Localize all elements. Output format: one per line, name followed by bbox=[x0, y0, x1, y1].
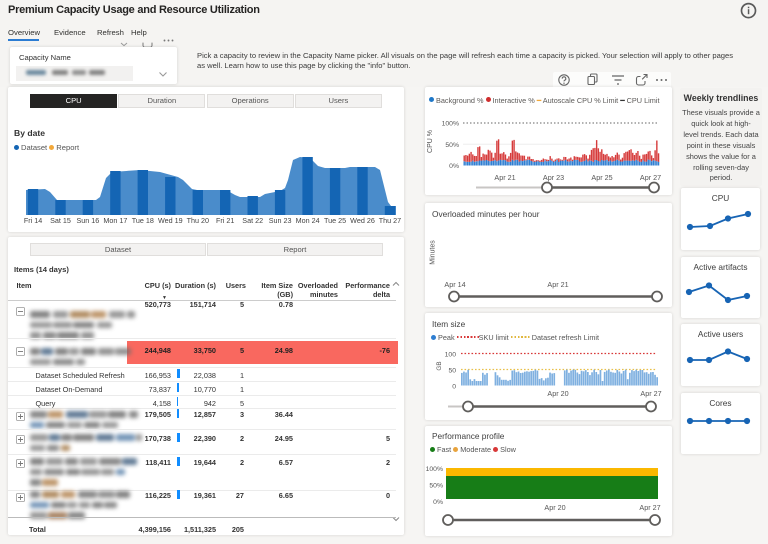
svg-text:Sun 16: Sun 16 bbox=[77, 216, 100, 225]
svg-text:Apr 14: Apr 14 bbox=[444, 280, 465, 289]
svg-text:Wed 19: Wed 19 bbox=[158, 216, 183, 225]
svg-text:Sat 15: Sat 15 bbox=[50, 216, 71, 225]
svg-text:GB: GB bbox=[436, 361, 443, 370]
svg-text:Thu 27: Thu 27 bbox=[379, 216, 401, 225]
svg-text:Apr 20: Apr 20 bbox=[547, 389, 568, 398]
svg-text:Mon 24: Mon 24 bbox=[296, 216, 320, 225]
svg-text:50%: 50% bbox=[445, 142, 459, 149]
svg-text:Apr 27: Apr 27 bbox=[640, 389, 661, 398]
svg-text:100: 100 bbox=[445, 352, 457, 359]
svg-text:Sun 23: Sun 23 bbox=[269, 216, 292, 225]
svg-text:0: 0 bbox=[452, 384, 456, 391]
svg-text:Wed 26: Wed 26 bbox=[350, 216, 375, 225]
svg-text:Tue 25: Tue 25 bbox=[324, 216, 346, 225]
svg-text:50%: 50% bbox=[429, 483, 443, 490]
svg-text:Apr 27: Apr 27 bbox=[639, 503, 660, 512]
svg-text:Mon 17: Mon 17 bbox=[103, 216, 127, 225]
svg-text:Apr 27: Apr 27 bbox=[640, 173, 661, 182]
svg-text:0%: 0% bbox=[433, 499, 443, 506]
svg-text:Fri 14: Fri 14 bbox=[24, 216, 42, 225]
svg-text:Tue 18: Tue 18 bbox=[132, 216, 154, 225]
svg-text:Thu 20: Thu 20 bbox=[187, 216, 209, 225]
svg-text:Apr 21: Apr 21 bbox=[547, 280, 568, 289]
svg-text:Fri 21: Fri 21 bbox=[216, 216, 234, 225]
svg-text:Apr 23: Apr 23 bbox=[543, 173, 564, 182]
svg-text:Apr 21: Apr 21 bbox=[494, 173, 515, 182]
svg-text:Apr 25: Apr 25 bbox=[591, 173, 612, 182]
svg-text:50: 50 bbox=[448, 368, 456, 375]
svg-text:100%: 100% bbox=[426, 466, 443, 473]
svg-text:100%: 100% bbox=[442, 121, 459, 128]
svg-text:0%: 0% bbox=[449, 163, 459, 170]
svg-text:Sat 22: Sat 22 bbox=[242, 216, 263, 225]
svg-text:Apr 20: Apr 20 bbox=[544, 503, 565, 512]
